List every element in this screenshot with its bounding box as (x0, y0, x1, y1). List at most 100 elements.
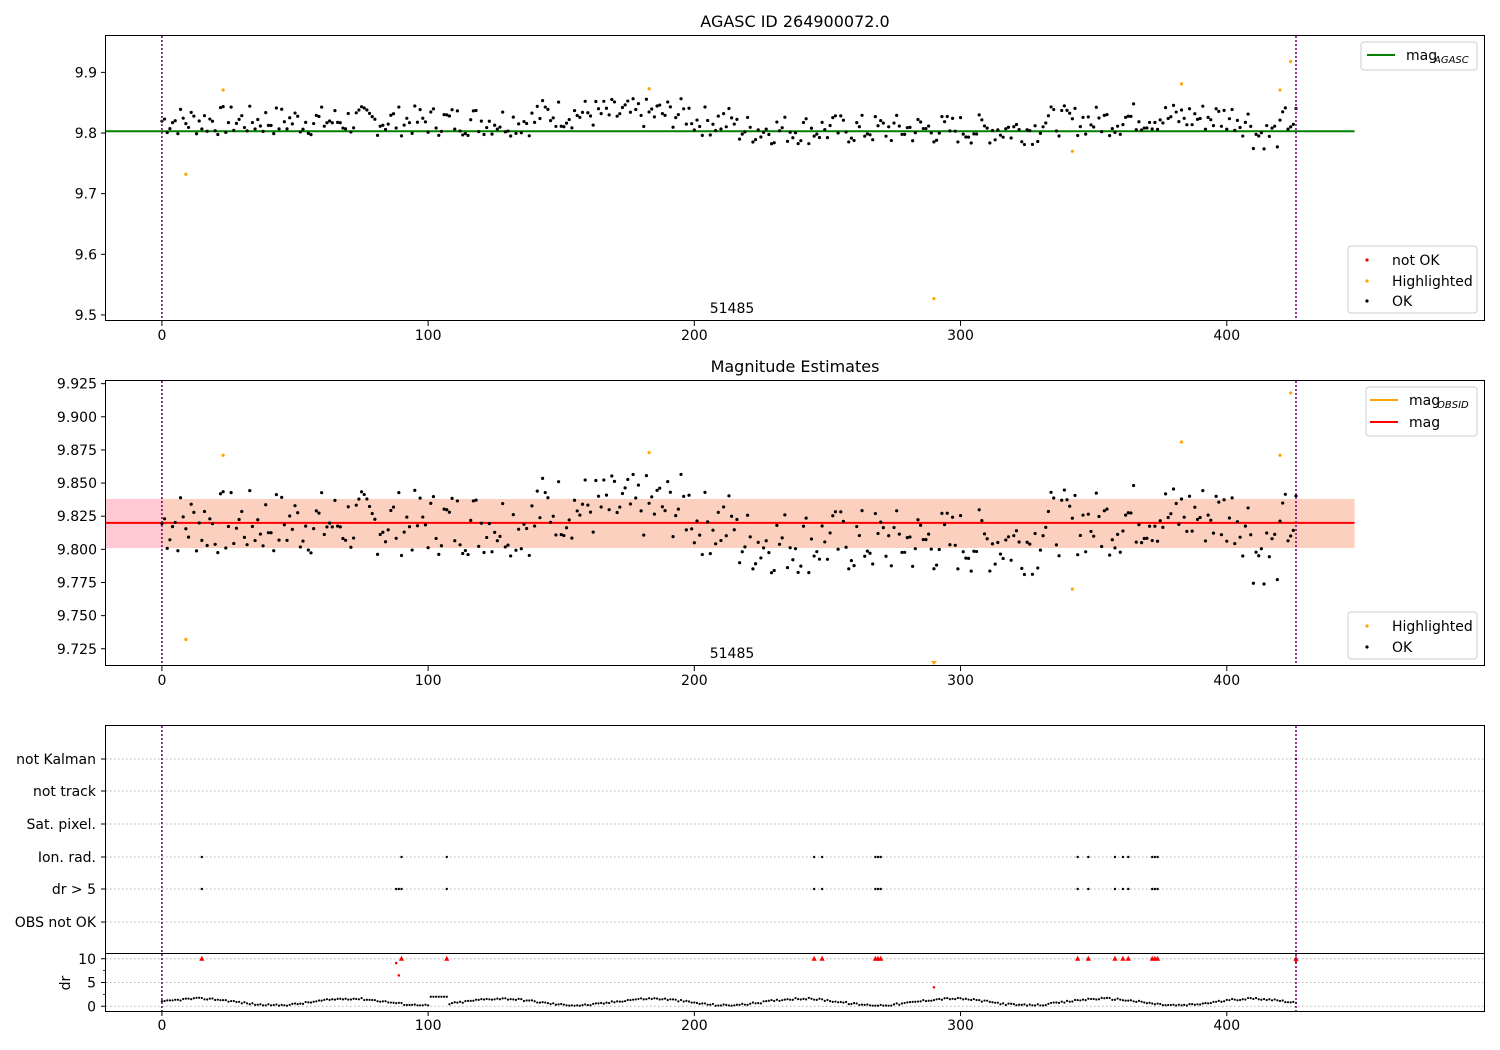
ok-point (519, 131, 523, 135)
ok-point (974, 549, 979, 554)
ok-point (530, 504, 534, 508)
ok-point (405, 515, 409, 519)
ok-point (383, 540, 388, 544)
dr-point (387, 1001, 390, 1004)
dr-point (1172, 1003, 1175, 1006)
ok-point (1209, 118, 1213, 122)
ok-point (1246, 506, 1250, 510)
ok-point (232, 128, 236, 132)
ok-point (740, 132, 744, 136)
flag-row-label: Ion. rad. (38, 850, 96, 866)
ok-point (1254, 132, 1258, 136)
ok-point (1254, 550, 1258, 554)
highlighted-point (1289, 391, 1293, 395)
ok-point (554, 533, 558, 537)
ok-point (841, 118, 846, 122)
ok-point (1006, 535, 1011, 539)
ok-point (580, 110, 585, 115)
dr-point (1076, 999, 1079, 1002)
ok-point (181, 515, 185, 519)
ok-point (1161, 121, 1165, 125)
dr-point (677, 1000, 680, 1003)
y-tick-label: 9.925 (57, 377, 97, 393)
flag-point (1076, 855, 1079, 859)
dr-point (245, 1002, 249, 1005)
ok-point (980, 518, 984, 523)
ok-point (359, 490, 364, 494)
ok-point (594, 478, 598, 483)
dr-point (919, 1000, 922, 1003)
ok-point (879, 520, 883, 524)
dr-point (983, 999, 986, 1002)
ok-point (823, 540, 827, 544)
ok-point (407, 525, 412, 529)
ok-point (1118, 132, 1122, 136)
ok-point (250, 524, 255, 529)
dr-point (1127, 999, 1130, 1002)
ok-point (567, 117, 571, 122)
highlighted-point (647, 87, 651, 91)
ok-point (1105, 113, 1109, 117)
ok-point (919, 120, 923, 124)
ok-point (1009, 136, 1013, 140)
ok-point (493, 530, 497, 535)
ok-point (343, 538, 348, 542)
ok-point (708, 133, 712, 137)
dr-point (1207, 1002, 1210, 1005)
ok-point (849, 558, 854, 563)
dr-capped-marker (1112, 955, 1118, 961)
ok-point (679, 472, 683, 477)
dr-point (932, 998, 936, 1002)
ok-point (210, 522, 215, 526)
dr-point (469, 999, 472, 1002)
dr-point (208, 997, 211, 1000)
ok-point (911, 564, 915, 568)
ok-point (1004, 127, 1008, 131)
ok-point (929, 131, 933, 135)
dr-point (986, 999, 989, 1002)
ok-point (248, 104, 252, 108)
ok-point (1214, 494, 1218, 498)
dr-point (437, 995, 440, 998)
ok-point (889, 138, 893, 143)
ok-point (525, 121, 529, 126)
ok-point (919, 523, 923, 527)
dr-point (429, 995, 432, 998)
ok-point (575, 113, 579, 118)
dr-capped-marker (398, 955, 405, 961)
dr-point (171, 999, 174, 1002)
ok-point (940, 114, 944, 119)
dr-point (424, 1003, 427, 1006)
ok-point (349, 545, 353, 549)
dr-point (687, 1000, 691, 1003)
ok-point (788, 130, 792, 134)
dr-point (341, 998, 345, 1001)
ok-point (658, 103, 662, 107)
ok-point (1265, 531, 1269, 535)
ok-point (298, 545, 302, 549)
ok-point (897, 532, 901, 536)
highlighted-point (1070, 149, 1074, 153)
dr-point (373, 999, 376, 1002)
ok-point (1286, 539, 1290, 543)
ok-point (1044, 121, 1048, 125)
dr-point (914, 1000, 917, 1003)
ok-point (1142, 536, 1146, 541)
dr-point (956, 996, 959, 1000)
dr-point (525, 999, 528, 1002)
ok-point (839, 510, 843, 514)
ok-point (743, 130, 747, 134)
dr-point (1028, 1003, 1031, 1006)
ok-point (1235, 118, 1240, 122)
ok-point (178, 496, 183, 500)
ok-point (165, 130, 169, 135)
ok-point (341, 536, 345, 541)
dr-point (336, 997, 339, 1000)
ok-point (844, 545, 848, 549)
dr-point (1241, 998, 1244, 1001)
dr-point (618, 1000, 621, 1003)
ok-point (921, 126, 925, 131)
dr-point (616, 1000, 619, 1003)
dr-ylabel: dr (58, 975, 74, 990)
dr-point (826, 998, 829, 1002)
